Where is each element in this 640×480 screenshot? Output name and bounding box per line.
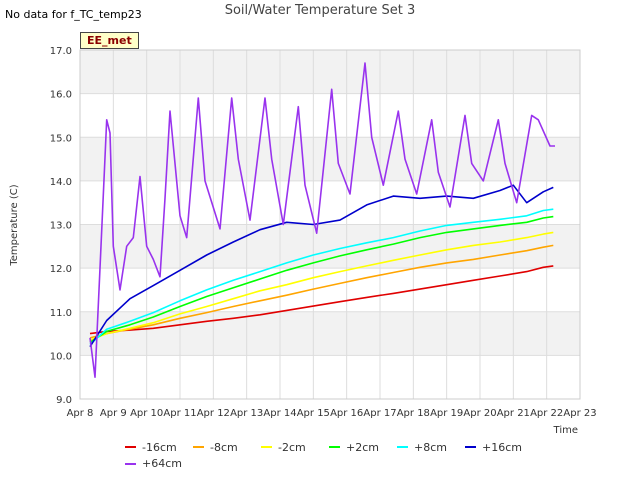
plot-band bbox=[80, 137, 580, 181]
x-tick-label: Apr 17 bbox=[363, 408, 396, 419]
y-tick-label: 10.0 bbox=[50, 351, 72, 362]
series-lines bbox=[89, 62, 555, 379]
x-tick-label: Apr 14 bbox=[263, 408, 296, 419]
legend-swatch bbox=[465, 446, 476, 448]
x-tick-label: Apr 8 bbox=[67, 408, 94, 419]
legend-swatch bbox=[329, 446, 340, 448]
x-tick-label: Apr 21 bbox=[497, 408, 530, 419]
y-tick-label: 17.0 bbox=[50, 46, 72, 57]
legend-label: +2cm bbox=[346, 440, 379, 454]
legend-item: +64cm bbox=[125, 456, 193, 471]
y-tick-label: 16.0 bbox=[50, 90, 72, 101]
legend-item: -2cm bbox=[261, 440, 329, 455]
series-line-16cm bbox=[89, 265, 554, 335]
y-tick-label: 11.0 bbox=[50, 308, 72, 319]
x-tick-label: Apr 20 bbox=[463, 408, 496, 419]
legend-swatch bbox=[125, 446, 136, 448]
plot-frame bbox=[79, 49, 581, 400]
x-tick-label: Apr 13 bbox=[230, 408, 263, 419]
plot-band bbox=[80, 355, 580, 399]
x-tick-label: Apr 22 bbox=[530, 408, 563, 419]
legend-item: -16cm bbox=[125, 440, 193, 455]
series-line-2cm bbox=[89, 231, 554, 341]
legend-swatch bbox=[193, 446, 204, 448]
legend-item: +16cm bbox=[465, 440, 533, 455]
x-axis-label: Time bbox=[553, 425, 578, 436]
series-line-2cm bbox=[89, 215, 554, 343]
plot-bands bbox=[80, 50, 580, 399]
x-tick-label: Apr 12 bbox=[197, 408, 230, 419]
x-tick-label: Apr 18 bbox=[397, 408, 430, 419]
x-tick-label: Apr 19 bbox=[430, 408, 463, 419]
y-tick-label: 15.0 bbox=[50, 133, 72, 144]
legend: -16cm -8cm -2cm +2cm +8cm +16cm +64cm bbox=[125, 438, 545, 471]
legend-label: +64cm bbox=[142, 457, 182, 470]
y-tick-label: 12.0 bbox=[50, 264, 72, 275]
no-data-note: No data for f_TC_temp23 bbox=[5, 8, 142, 21]
x-tick-label: Apr 10 bbox=[130, 408, 163, 419]
plot-band bbox=[80, 268, 580, 312]
legend-swatch bbox=[125, 462, 136, 465]
legend-label: +8cm bbox=[414, 440, 447, 454]
chart-title: Soil/Water Temperature Set 3 bbox=[224, 3, 416, 18]
x-tick-labels: Apr 8 Apr 9 Apr 10 Apr 11 Apr 12 Apr 13 Apr 14… bbox=[67, 408, 597, 419]
legend-item: +8cm bbox=[397, 440, 465, 455]
y-tick-label: 14.0 bbox=[50, 177, 72, 188]
legend-item: -8cm bbox=[193, 440, 261, 455]
legend-label: -2cm bbox=[278, 440, 306, 454]
x-tick-label: Apr 16 bbox=[330, 408, 363, 419]
site-badge: EE_met bbox=[80, 32, 139, 49]
x-tick-label: Apr 15 bbox=[297, 408, 330, 419]
plot-band bbox=[80, 224, 580, 269]
x-tick-label: Apr 11 bbox=[163, 408, 196, 419]
legend-swatch bbox=[261, 446, 272, 448]
y-tick-label: 9.0 bbox=[56, 395, 72, 406]
plot-band bbox=[80, 311, 580, 356]
plot-band bbox=[80, 50, 580, 94]
series-line-8cm bbox=[89, 208, 554, 346]
legend-swatch bbox=[397, 446, 408, 448]
x-tick-label: Apr 23 bbox=[563, 408, 596, 419]
series-line-8cm bbox=[89, 244, 554, 339]
legend-label: -16cm bbox=[142, 440, 177, 454]
y-tick-labels: 9.0 10.0 11.0 12.0 13.0 14.0 15.0 16.0 17.0 bbox=[50, 46, 72, 406]
y-axis-label: Temperature (C) bbox=[9, 184, 20, 266]
legend-item: +2cm bbox=[329, 440, 397, 455]
series-line-16cm bbox=[89, 184, 554, 348]
legend-label: -8cm bbox=[210, 440, 238, 454]
x-tick-label: Apr 9 bbox=[100, 408, 127, 419]
y-tick-label: 13.0 bbox=[50, 221, 72, 232]
legend-label: +16cm bbox=[482, 440, 522, 454]
series-line-64cm bbox=[89, 62, 555, 379]
